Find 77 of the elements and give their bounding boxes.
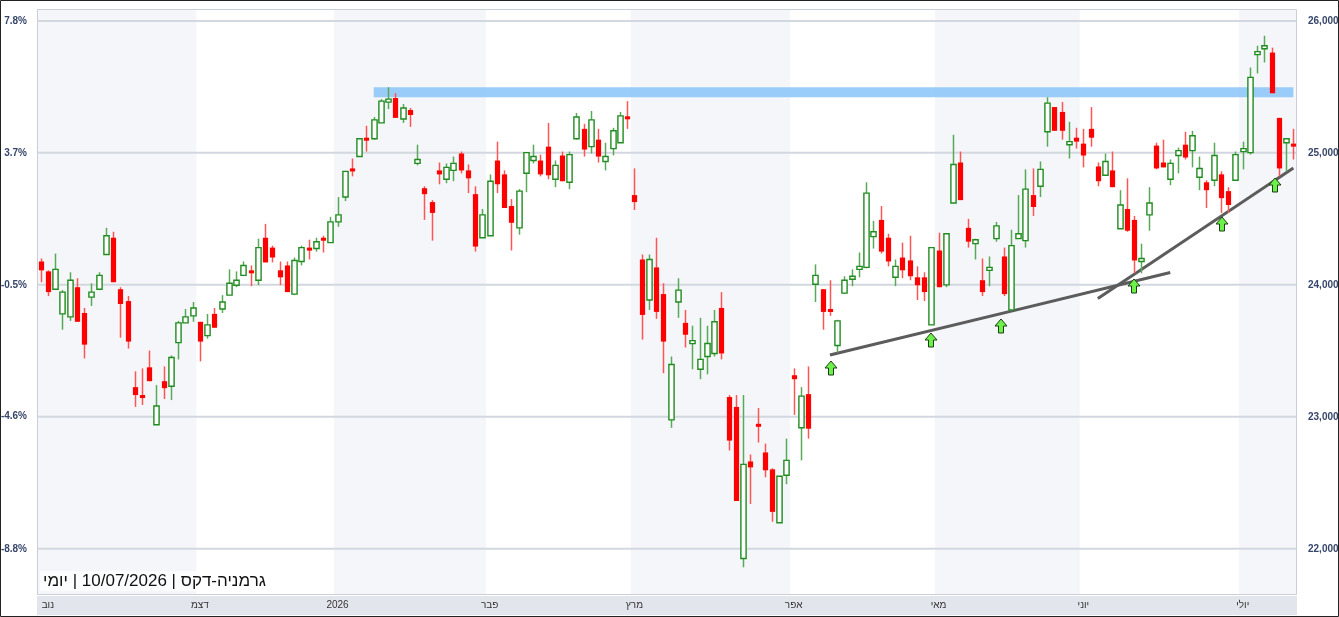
candlestick: [965, 218, 972, 249]
candlestick: [363, 125, 370, 153]
candlestick: [211, 307, 218, 329]
candlestick: [306, 238, 313, 261]
candlestick: [117, 286, 124, 339]
annotation: גרמניה-דקס | 10/07/2026 | יומי: [40, 571, 269, 591]
candlestick: [827, 279, 834, 317]
candlestick: [465, 163, 472, 194]
candlestick: [132, 370, 139, 408]
x-tick-label: מרץ: [625, 598, 644, 610]
candlestick: [248, 264, 255, 287]
x-tick-label: יולי: [1236, 598, 1250, 610]
x-tick-label: יוני: [1077, 598, 1090, 610]
candlestick: [631, 167, 638, 211]
candlestick: [277, 260, 284, 286]
y2-tick-label: 22,000: [1308, 542, 1339, 554]
candlestick: [407, 107, 414, 128]
candlestick: [762, 442, 769, 479]
y-tick-label: 3.7%: [4, 146, 28, 158]
candlestick: [1124, 177, 1131, 233]
candlestick: [458, 150, 465, 175]
candlestick: [1030, 167, 1037, 217]
y2-tick-label: 23,000: [1308, 410, 1339, 422]
candlestick: [1160, 138, 1167, 169]
candlestick: [885, 233, 892, 268]
candlestick: [421, 185, 428, 221]
x-tick-label: אפר: [784, 598, 804, 610]
candlestick: [197, 321, 204, 363]
candlestick: [508, 198, 515, 252]
x-tick-label: מאי: [930, 598, 947, 610]
candlestick: [914, 265, 921, 301]
candlestick: [1088, 106, 1095, 148]
candlestick: [38, 257, 45, 283]
x-tick-label: נוב: [41, 598, 55, 610]
candlestick: [1290, 128, 1297, 161]
candlestick: [537, 153, 544, 178]
candlestick: [1109, 150, 1116, 188]
y2-tick-label: 25,000: [1308, 146, 1339, 158]
candlestick: [1073, 127, 1080, 150]
candlestick: [429, 199, 436, 242]
candlestick: [392, 92, 399, 119]
y2-tick-label: 24,000: [1308, 278, 1339, 290]
y-tick-label: -8.8%: [0, 542, 28, 554]
candlestick: [1153, 141, 1160, 171]
candlestick: [146, 349, 153, 382]
candlestick: [161, 365, 168, 400]
y-tick-label: -0.5%: [0, 278, 28, 290]
x-tick-label: 2026: [326, 598, 350, 610]
y-tick-label: -4.6%: [0, 410, 28, 422]
candlestick: [921, 271, 928, 302]
y2-tick-label: 26,000: [1308, 14, 1339, 26]
candlestick: [139, 367, 146, 406]
candlestick: [436, 161, 443, 186]
candlestick: [494, 140, 501, 194]
candlestick: [1059, 101, 1066, 141]
candlestick: [899, 241, 906, 279]
candlestick: [1218, 170, 1225, 214]
candlestick: [747, 453, 754, 505]
candlestick: [1225, 186, 1232, 214]
candlestick: [755, 407, 762, 444]
candlestick: [45, 269, 52, 297]
candlestick: [624, 100, 631, 130]
candlestick: [581, 123, 588, 158]
x-tick-label: פבר: [480, 598, 499, 610]
candlestick: [979, 257, 986, 297]
candlestick: [1203, 179, 1210, 209]
candlestick: [1182, 130, 1189, 161]
candlestick: [791, 367, 798, 416]
candlestick: [820, 288, 827, 331]
candlestick: [907, 235, 914, 281]
candlestick: [595, 128, 602, 164]
x-tick-label: דצמ: [190, 598, 210, 610]
y-tick-label: 7.8%: [4, 14, 28, 26]
candlestick: [1080, 128, 1087, 169]
candlestick: [682, 309, 689, 349]
candlestick: [1051, 106, 1058, 132]
candlestick: [1095, 161, 1102, 187]
